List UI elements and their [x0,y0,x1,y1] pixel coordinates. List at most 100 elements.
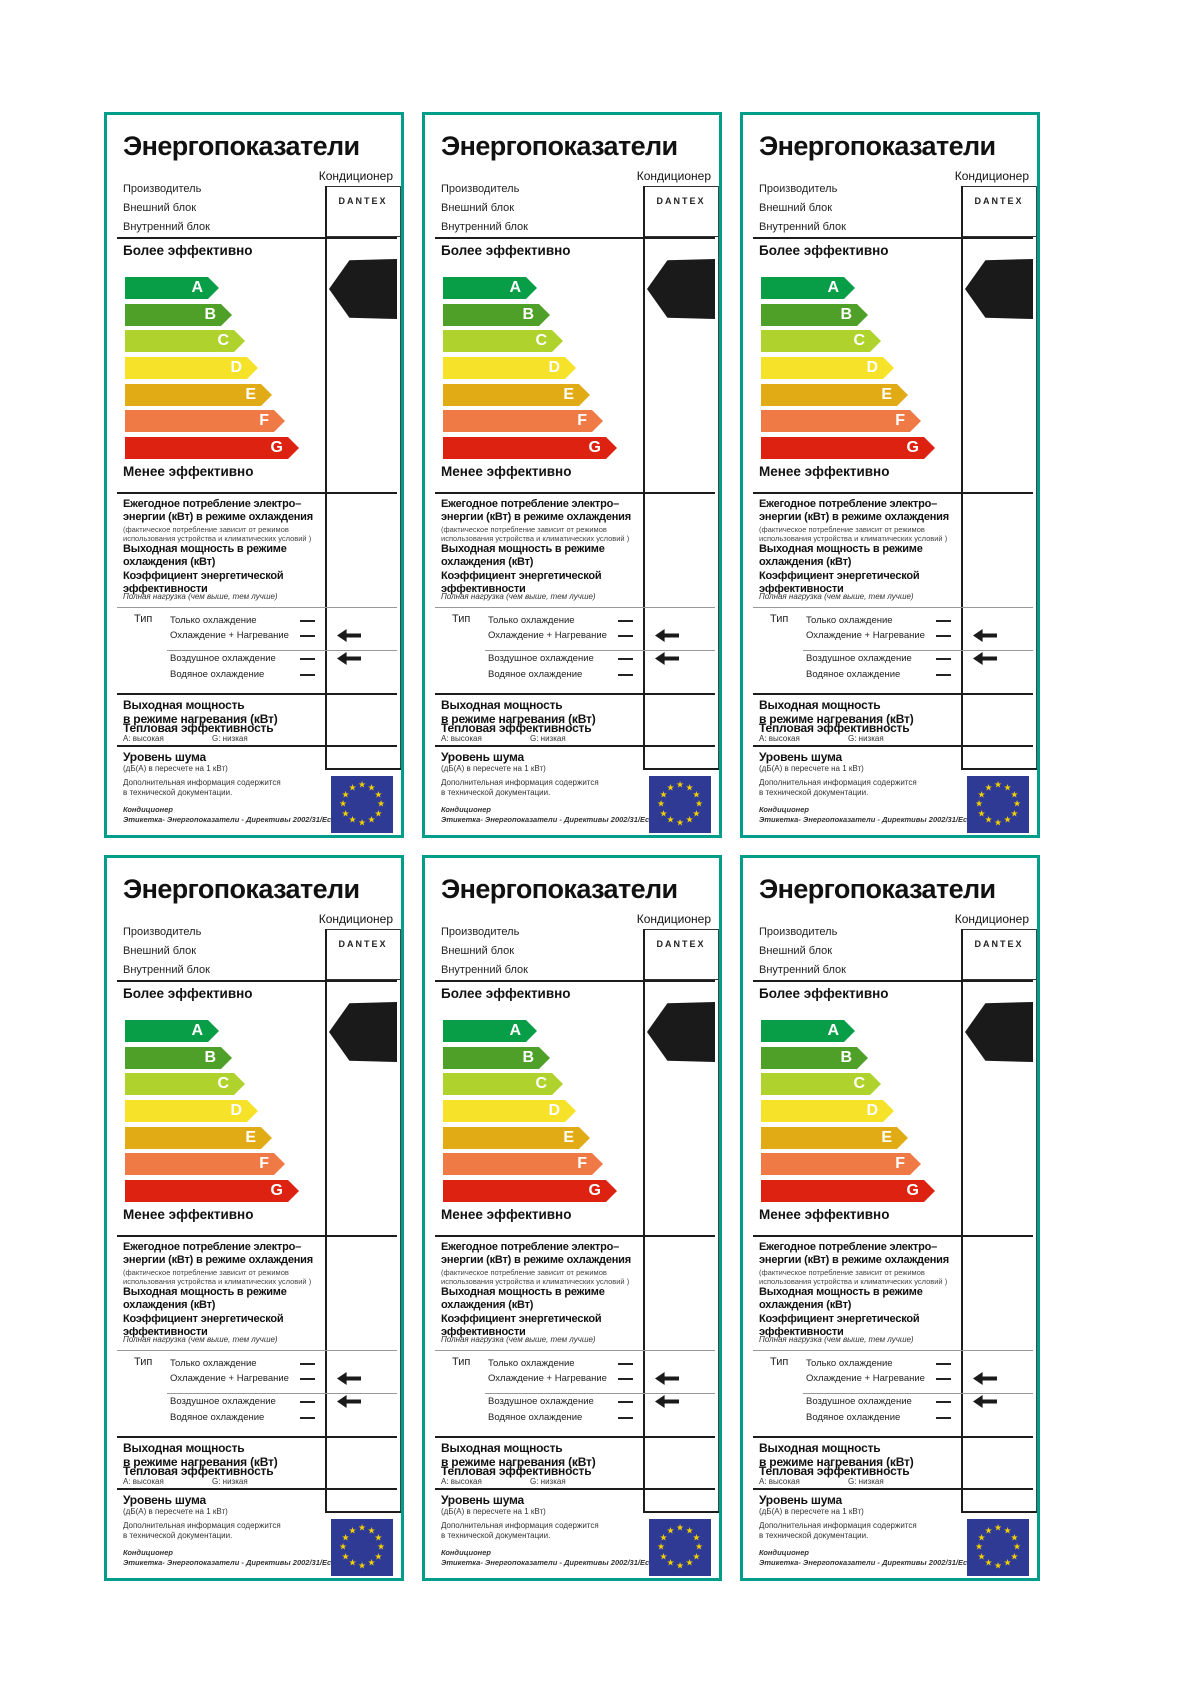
grade-letter: F [259,1155,269,1172]
eu-star-icon: ★ [374,789,383,799]
grade-letter: B [840,306,852,323]
section-divider [117,1488,397,1490]
thermal-eff-high-label: A: высокая [441,734,482,743]
eer-title: Коэффициент энергетической эффективности [759,570,920,596]
dash-line [300,635,315,637]
eu-star-icon: ★ [374,1532,383,1542]
eu-star-icon: ★ [977,1551,986,1561]
grade-letter: F [577,1155,587,1172]
dash-line [300,674,315,676]
grade-bar-g: G [125,437,299,459]
type-option-air-cooling: Воздушное охлаждение [170,653,276,664]
type-option-cooling-heating: Охлаждение + Нагревание [806,1373,925,1384]
grade-letter: C [853,1075,865,1092]
footer-product-label: Кондиционер [441,1548,491,1557]
type-option-air-cooling: Воздушное охлаждение [806,653,912,664]
section-divider [435,693,715,695]
footer-info-text: Дополнительная информация содержится в т… [441,1521,599,1540]
label-subtitle: Кондиционер [954,912,1029,926]
brand-box: DANTEX [643,929,719,980]
thermal-eff-title: Тепловая эффективность [441,1464,592,1478]
section-divider [435,1436,715,1438]
thermal-eff-low-label: G: низкая [530,734,566,743]
eu-flag: ★ ★ ★ ★ ★ ★ ★ ★ ★ ★ ★ ★ [331,776,393,833]
brand-box: DANTEX [643,186,719,237]
grade-bar-e: E [125,1127,272,1149]
noise-level-note: (дБ(А) в пересчете на 1 кВт) [759,1507,864,1516]
eu-star-icon: ★ [974,1541,984,1552]
grade-bar-a: A [125,277,219,299]
grade-letter: G [270,1182,283,1199]
type-label: Тип [134,613,153,625]
annual-consumption-title: Ежегодное потребление электро– энергии (… [441,1241,631,1267]
section-divider [435,1235,715,1237]
heating-output-title: Выходная мощность в режиме нагревания (к… [759,1441,914,1470]
grade-bar-f: F [125,1153,285,1175]
noise-level-title: Уровень шума [441,750,525,764]
eu-star-icon: ★ [685,1557,694,1568]
grade-letter: E [563,386,574,403]
noise-value-box-bottom-line [643,1511,719,1513]
eu-star-icon: ★ [1012,1541,1022,1552]
type-group-separator-line [803,650,1033,651]
dash-line [300,1401,315,1403]
grade-bar-a: A [443,277,537,299]
grade-letter: A [827,1022,839,1039]
eu-star-icon: ★ [374,1551,383,1561]
dash-line [618,1401,633,1403]
noise-value-box-bottom-line [325,1511,401,1513]
selection-arrow-icon [973,1372,997,1385]
eu-star-icon: ★ [692,1532,701,1542]
type-option-cooling-heating: Охлаждение + Нагревание [170,630,289,641]
indoor-unit-label: Внутренний блок [441,221,528,233]
eu-star-icon: ★ [666,782,675,793]
eu-star-icon: ★ [666,814,675,825]
eu-star-icon: ★ [993,1560,1003,1571]
label-title: Энергопоказатели [441,874,678,904]
value-column-divider-line [643,186,645,770]
eu-star-icon: ★ [675,1522,685,1533]
eu-star-icon: ★ [1003,1525,1012,1536]
outdoor-unit-label: Внешний блок [123,202,197,214]
eu-star-icon: ★ [974,798,984,809]
heating-output-title: Выходная мощность в режиме нагревания (к… [759,698,914,727]
type-group-separator-line [803,1393,1033,1394]
annual-consumption-note: (фактическое потребление зависит от режи… [759,525,948,543]
grade-letter: A [191,1022,203,1039]
outdoor-unit-label: Внешний блок [441,202,515,214]
section-divider [753,237,1033,239]
grade-letter: B [522,306,534,323]
grade-bar-d: D [443,1100,576,1122]
grade-letter: G [270,439,283,456]
eu-star-icon: ★ [675,779,685,790]
annual-consumption-note: (фактическое потребление зависит от режи… [759,1268,948,1286]
eu-star-icon: ★ [1003,1557,1012,1568]
label-title: Энергопоказатели [441,131,678,161]
thermal-eff-high-label: A: высокая [441,1477,482,1486]
section-divider [117,1235,397,1237]
type-section-top-line [117,607,397,608]
eer-title: Коэффициент энергетической эффективности [123,1313,284,1339]
brand-logo: DANTEX [338,196,388,206]
heating-output-title: Выходная мощность в режиме нагревания (к… [441,1441,596,1470]
footer-info-text: Дополнительная информация содержится в т… [759,1521,917,1540]
grade-bar-e: E [761,1127,908,1149]
type-option-cooling-heating: Охлаждение + Нагревание [488,630,607,641]
selection-arrow-icon [655,652,679,665]
section-divider [117,693,397,695]
eu-star-icon: ★ [685,1525,694,1536]
eu-star-icon: ★ [694,798,704,809]
dash-line [300,1378,315,1380]
grade-bar-e: E [443,1127,590,1149]
grade-bar-c: C [443,1073,563,1095]
eu-star-icon: ★ [984,1557,993,1568]
grade-bar-d: D [761,1100,894,1122]
annual-consumption-title: Ежегодное потребление электро– энергии (… [123,1241,313,1267]
label-title: Энергопоказатели [123,874,360,904]
selection-arrow-icon [973,652,997,665]
dash-line [618,635,633,637]
noise-level-title: Уровень шума [759,1493,843,1507]
manufacturer-label: Производитель [759,926,838,938]
manufacturer-label: Производитель [441,926,520,938]
eu-star-icon: ★ [1010,808,1019,818]
